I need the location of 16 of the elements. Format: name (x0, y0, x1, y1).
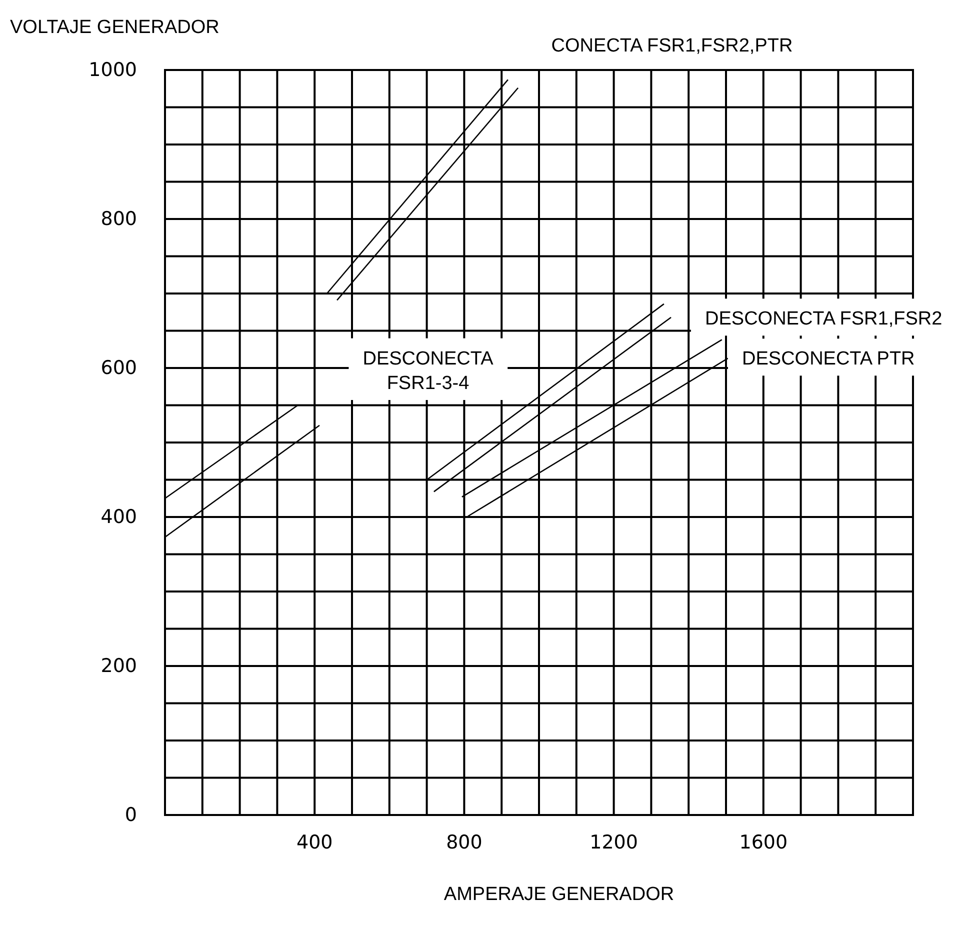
annotation: DESCONECTA PTR (742, 348, 915, 370)
text: CONECTA FSR1,FSR2,PTR (551, 36, 793, 57)
x-tick-label: 400 (296, 831, 333, 854)
y-tick-label: 800 (100, 208, 137, 230)
annotation: DESCONECTA FSR1,FSR2 (705, 308, 942, 330)
x-tick-label: 1200 (590, 831, 638, 854)
x-tick-label: 1600 (739, 831, 788, 854)
y-tick-label: 1000 (88, 59, 137, 82)
y-tick-label: 200 (100, 655, 137, 678)
x-axis-title: AMPERAJE GENERADOR (444, 884, 674, 905)
y-axis-title: VOLTAJE GENERADOR (10, 17, 220, 38)
y-tick-label: 400 (100, 506, 137, 528)
annotation: DESCONECTA FSR1-3-4 (362, 348, 494, 394)
y-tick-label: 600 (100, 357, 137, 380)
x-tick-label: 800 (446, 831, 482, 854)
y-tick-label: 0 (124, 804, 137, 826)
